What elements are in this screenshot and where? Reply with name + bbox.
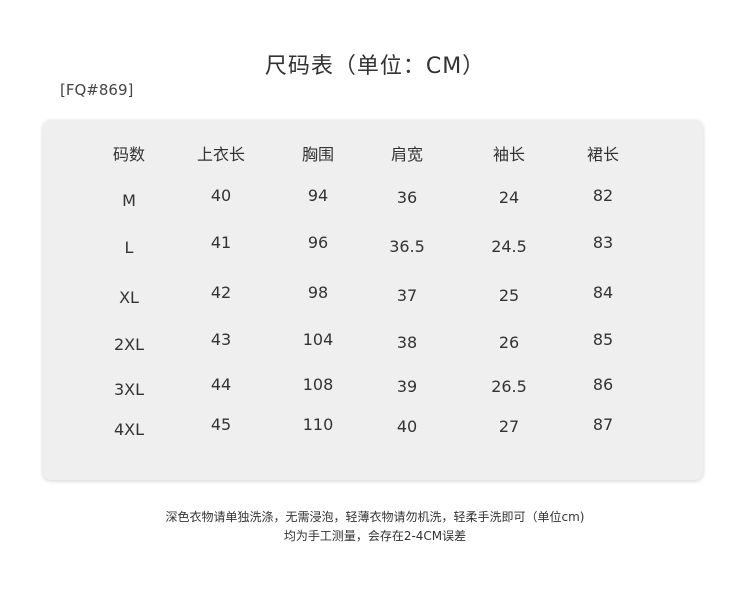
- column-header: 肩宽: [390, 145, 423, 164]
- value-cell: 87: [592, 415, 614, 434]
- page-title: 尺码表（单位：CM）: [264, 54, 486, 79]
- value-cell: 41: [210, 233, 232, 252]
- value-cell: 26.5: [491, 377, 527, 396]
- value-cell: 84: [592, 283, 614, 302]
- value-cell: 39: [396, 377, 418, 396]
- size-table: 码数 上衣长 胸围 肩宽 袖长 裙长 M 40 94 36 24 82 L 41 96 36.5 24.5 83 X…: [43, 120, 703, 480]
- value-cell: 104: [302, 330, 334, 349]
- value-cell: 86: [592, 375, 614, 394]
- value-cell: 24: [498, 188, 520, 207]
- value-cell: 108: [302, 375, 334, 394]
- value-cell: 85: [592, 330, 614, 349]
- value-cell: 98: [307, 283, 329, 302]
- value-cell: 36.5: [389, 237, 425, 256]
- value-cell: 96: [307, 233, 329, 252]
- column-header: 码数: [112, 145, 145, 164]
- value-cell: 94: [307, 186, 329, 205]
- value-cell: 24.5: [491, 237, 527, 256]
- value-cell: 40: [396, 417, 418, 436]
- value-cell: 26: [498, 333, 520, 352]
- column-header: 胸围: [301, 145, 334, 164]
- value-cell: 83: [592, 233, 614, 252]
- value-cell: 40: [210, 186, 232, 205]
- value-cell: 36: [396, 188, 418, 207]
- size-cell: XL: [119, 288, 139, 307]
- size-cell: M: [122, 191, 136, 210]
- value-cell: 27: [498, 417, 520, 436]
- value-cell: 43: [210, 330, 232, 349]
- product-code: [FQ#869]: [60, 81, 134, 99]
- value-cell: 110: [302, 415, 334, 434]
- size-cell: 2XL: [113, 335, 145, 354]
- value-cell: 45: [210, 415, 232, 434]
- value-cell: 38: [396, 333, 418, 352]
- column-header: 裙长: [586, 145, 619, 164]
- value-cell: 25: [498, 286, 520, 305]
- size-cell: L: [124, 238, 134, 257]
- value-cell: 42: [210, 283, 232, 302]
- value-cell: 37: [396, 286, 418, 305]
- size-cell: 3XL: [113, 380, 145, 399]
- measurement-note: 均为手工测量，会存在2-4CM误差: [283, 529, 467, 543]
- column-header: 袖长: [492, 145, 525, 164]
- column-header: 上衣长: [196, 145, 245, 164]
- value-cell: 82: [592, 186, 614, 205]
- care-note: 深色衣物请单独洗涤，无需浸泡，轻薄衣物请勿机洗，轻柔手洗即可（单位cm): [165, 510, 585, 524]
- size-cell: 4XL: [113, 420, 145, 439]
- value-cell: 44: [210, 375, 232, 394]
